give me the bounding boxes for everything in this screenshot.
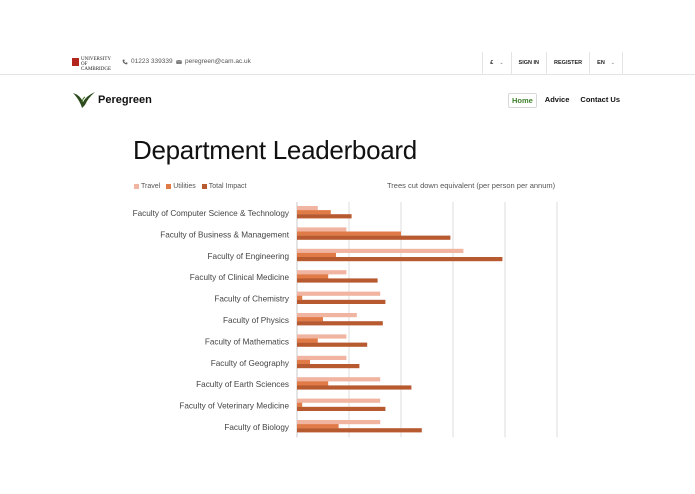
university-line2: CAMBRIDGE xyxy=(81,67,112,72)
legend-total[interactable]: Total Impact xyxy=(201,183,247,190)
sign-in-link[interactable]: SIGN IN xyxy=(510,52,546,74)
bar-total-impact xyxy=(297,364,360,369)
main-nav: Home Advice Contact Us xyxy=(507,93,623,108)
bar-travel xyxy=(297,334,347,339)
language-select[interactable]: EN ⌄ xyxy=(589,52,623,74)
bar-travel xyxy=(297,270,347,275)
bar-utilities xyxy=(297,252,336,258)
bar-total-impact xyxy=(297,428,422,433)
phone-number: 01223 339339 xyxy=(131,58,173,65)
nav-contact[interactable]: Contact Us xyxy=(580,95,620,104)
bar-total-impact xyxy=(297,235,451,240)
bar-utilities xyxy=(297,381,329,386)
currency-value: £ xyxy=(490,60,494,66)
currency-select[interactable]: £ ⌄ xyxy=(482,52,510,74)
email-address: peregreen@cam.ac.uk xyxy=(185,58,251,65)
category-label: Faculty of Physics xyxy=(223,316,289,325)
legend-travel-label: Travel xyxy=(141,183,161,190)
bar-utilities xyxy=(297,210,331,215)
category-label: Faculty of Business & Management xyxy=(160,230,290,239)
legend-travel[interactable]: Travel xyxy=(134,183,160,190)
category-label: Faculty of Engineering xyxy=(208,252,290,261)
bar-total-impact xyxy=(297,321,383,326)
bar-utilities xyxy=(297,231,401,236)
chevron-down-icon: ⌄ xyxy=(610,60,615,66)
chart-legend: Travel Utilities Total Impact xyxy=(134,183,247,190)
legend-utilities-label: Utilities xyxy=(173,183,196,190)
bar-travel xyxy=(297,248,464,253)
bar-total-impact xyxy=(297,406,386,411)
university-logo[interactable]: UNIVERSITY OF CAMBRIDGE xyxy=(72,57,116,72)
university-line1: UNIVERSITY OF xyxy=(81,57,111,67)
bar-travel xyxy=(297,313,357,318)
bar-travel xyxy=(297,398,381,403)
total-swatch xyxy=(201,184,207,189)
phone-contact[interactable]: 01223 339339 xyxy=(122,58,173,65)
bar-travel xyxy=(297,206,318,211)
brand-name: Peregreen xyxy=(98,94,152,106)
travel-swatch xyxy=(134,184,139,189)
category-label: Faculty of Biology xyxy=(224,423,290,432)
bar-total-impact xyxy=(297,385,412,390)
bar-total-impact xyxy=(297,257,503,262)
bar-utilities xyxy=(297,402,303,407)
phone-icon xyxy=(122,59,128,64)
bar-travel xyxy=(297,420,381,425)
register-link[interactable]: REGISTER xyxy=(546,52,589,74)
bar-utilities xyxy=(297,317,323,322)
bar-utilities xyxy=(297,359,310,365)
bar-total-impact xyxy=(297,214,352,219)
utilities-swatch xyxy=(166,184,172,189)
mail-icon xyxy=(176,59,182,64)
legend-utilities[interactable]: Utilities xyxy=(166,183,196,190)
language-value: EN xyxy=(597,60,605,66)
nav-advice[interactable]: Advice xyxy=(544,95,570,104)
crest-icon xyxy=(72,58,79,66)
category-label: Faculty of Mathematics xyxy=(205,337,289,346)
legend-total-label: Total Impact xyxy=(208,183,247,190)
page-title: Department Leaderboard xyxy=(133,135,417,165)
bar-utilities xyxy=(297,295,303,300)
category-label: Faculty of Earth Sciences xyxy=(196,380,289,389)
bar-travel xyxy=(297,291,381,296)
falcon-icon xyxy=(73,92,95,108)
category-label: Faculty of Geography xyxy=(211,359,290,368)
bar-utilities xyxy=(297,274,329,279)
bar-utilities xyxy=(297,424,339,429)
bar-total-impact xyxy=(297,299,386,304)
category-label: Faculty of Chemistry xyxy=(214,295,290,304)
category-label: Faculty of Computer Science & Technology xyxy=(133,209,290,218)
category-label: Faculty of Clinical Medicine xyxy=(190,273,290,282)
chart-title: Trees cut down equivalent (per person pe… xyxy=(387,181,556,190)
bar-total-impact xyxy=(297,278,378,283)
top-bar: UNIVERSITY OF CAMBRIDGE 01223 339339 per… xyxy=(0,52,695,75)
bar-travel xyxy=(297,355,347,360)
bar-travel xyxy=(297,377,381,382)
email-contact[interactable]: peregreen@cam.ac.uk xyxy=(176,58,251,65)
brand-logo[interactable]: Peregreen xyxy=(72,90,152,110)
nav-home[interactable]: Home xyxy=(507,93,537,108)
chevron-down-icon: ⌄ xyxy=(499,60,504,66)
category-label: Faculty of Veterinary Medicine xyxy=(179,402,289,411)
bar-total-impact xyxy=(297,342,368,347)
bar-travel xyxy=(297,227,347,232)
bar-utilities xyxy=(297,338,318,343)
